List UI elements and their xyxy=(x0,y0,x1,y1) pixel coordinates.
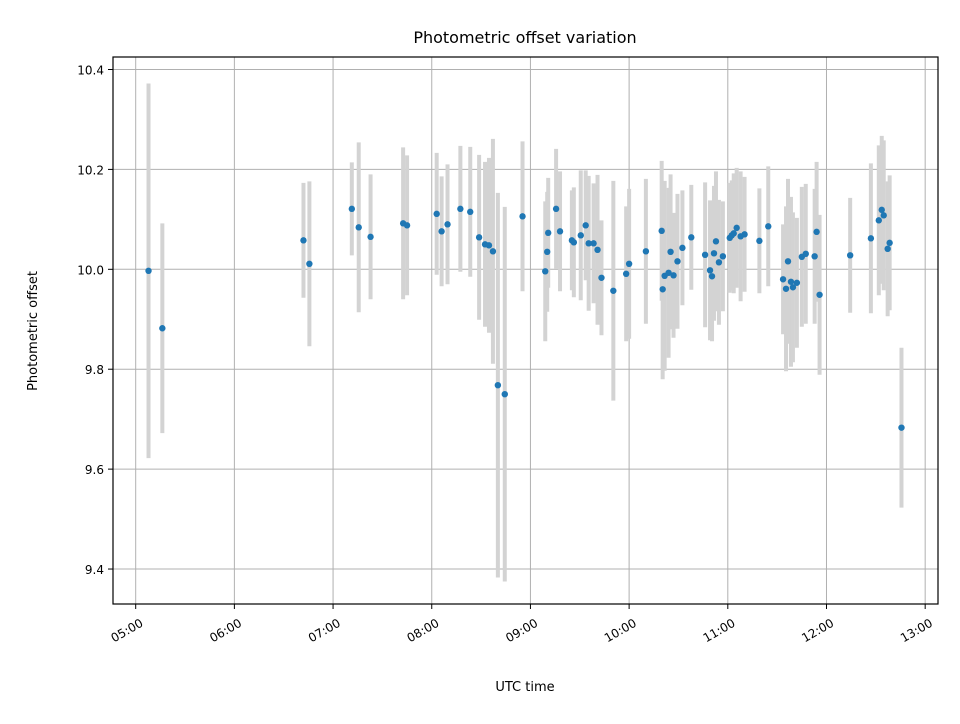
data-point xyxy=(813,228,820,236)
data-point xyxy=(789,284,797,291)
data-point xyxy=(715,259,723,266)
data-point xyxy=(782,285,790,292)
data-point xyxy=(467,208,474,216)
data-point xyxy=(878,206,885,214)
data-point xyxy=(741,231,748,238)
data-point xyxy=(679,244,686,252)
x-axis-label: UTC time xyxy=(495,680,554,695)
y-tick-label: 9.4 xyxy=(85,563,104,577)
data-point xyxy=(867,235,875,242)
data-point xyxy=(556,228,564,235)
data-point xyxy=(433,210,440,218)
data-point xyxy=(667,248,674,256)
data-point xyxy=(708,273,716,280)
data-point xyxy=(355,224,362,231)
data-point xyxy=(688,234,695,241)
data-point xyxy=(730,230,737,237)
data-point xyxy=(367,233,374,241)
y-tick-label: 9.6 xyxy=(85,463,104,477)
data-point xyxy=(485,242,493,249)
data-point xyxy=(674,258,681,265)
data-point xyxy=(886,239,893,247)
data-point xyxy=(570,239,578,246)
data-point xyxy=(610,287,617,294)
data-point xyxy=(494,382,502,389)
data-point xyxy=(659,286,666,293)
data-point xyxy=(594,246,601,254)
data-point xyxy=(475,234,483,241)
data-point xyxy=(457,205,464,213)
data-point xyxy=(811,253,818,260)
data-point xyxy=(658,227,665,235)
data-point xyxy=(793,279,801,286)
data-point xyxy=(875,217,882,224)
y-tick-label: 9.8 xyxy=(85,363,104,377)
data-point xyxy=(701,251,709,259)
data-point xyxy=(552,205,560,213)
data-point xyxy=(756,237,763,245)
data-point xyxy=(519,213,526,220)
data-point xyxy=(670,272,677,279)
y-tick-label: 10.2 xyxy=(77,163,104,177)
plot-frame xyxy=(112,56,939,605)
data-point xyxy=(846,252,854,259)
data-point xyxy=(712,238,720,245)
y-axis-ticks: 9.4 9.6 9.8 10.0 10.2 10.4 xyxy=(77,63,113,577)
data-point xyxy=(719,253,727,260)
data-point xyxy=(622,270,630,278)
data-point xyxy=(816,291,823,298)
data-point xyxy=(665,269,672,277)
data-point xyxy=(577,232,584,239)
data-point xyxy=(898,424,905,431)
data-points xyxy=(145,205,905,431)
data-point xyxy=(598,274,605,281)
data-point xyxy=(784,258,792,265)
data-point xyxy=(159,325,166,332)
chart-title: Photometric offset variation xyxy=(413,28,636,47)
data-point xyxy=(542,268,549,275)
data-point xyxy=(765,223,772,230)
data-point xyxy=(779,276,787,283)
y-axis-label: Photometric offset xyxy=(26,271,41,391)
y-tick-label: 10.0 xyxy=(77,263,104,277)
data-point xyxy=(348,205,356,213)
data-point xyxy=(710,250,718,257)
data-point xyxy=(590,240,597,247)
data-point xyxy=(544,248,551,256)
data-point xyxy=(444,221,451,228)
data-point xyxy=(438,228,445,235)
data-point xyxy=(706,267,714,274)
data-point xyxy=(501,390,508,398)
data-point xyxy=(625,260,633,268)
data-point xyxy=(306,260,313,268)
data-point xyxy=(582,222,589,229)
data-point xyxy=(403,222,411,229)
data-point xyxy=(802,250,809,258)
data-point xyxy=(880,212,887,219)
data-point xyxy=(733,224,740,232)
data-point xyxy=(884,245,891,253)
data-point xyxy=(489,248,497,255)
data-point xyxy=(544,229,552,237)
data-point xyxy=(585,240,592,247)
data-point xyxy=(145,267,152,275)
data-point xyxy=(787,278,795,285)
data-point xyxy=(300,237,307,244)
data-point xyxy=(642,248,650,255)
y-tick-label: 10.4 xyxy=(77,63,104,77)
